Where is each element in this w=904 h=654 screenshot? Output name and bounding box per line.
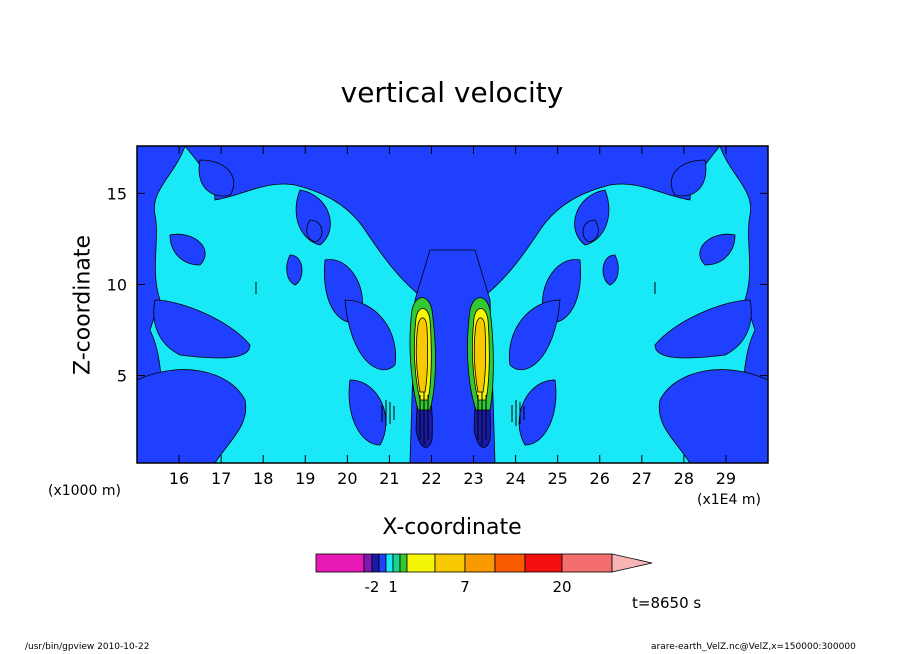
colorbar-tick-label: -2 (365, 578, 380, 596)
colorbar-segment (399, 553, 408, 573)
y-tick-label: 15 (107, 184, 127, 203)
colorbar: -2 1 7 20 (315, 553, 653, 596)
colorbar-tick-label: 7 (460, 578, 470, 596)
colorbar-segment (315, 553, 365, 573)
wave-stripes (255, 282, 656, 445)
colorbar-extension (611, 553, 653, 573)
colorbar-segment (363, 553, 373, 573)
footer-right: arare-earth_VelZ.nc@VelZ,x=150000:300000 (651, 642, 856, 652)
plot-frame (136, 145, 769, 464)
x-axis-ticks (178, 146, 727, 463)
x-tick-label: 23 (463, 469, 483, 488)
colorbar-segment (561, 553, 613, 573)
footer-left: /usr/bin/gpview 2010-10-22 (25, 642, 150, 652)
x-tick-label: 16 (169, 469, 189, 488)
x-unit-left: (x1000 m) (48, 483, 121, 499)
colorbar-segment (385, 553, 394, 573)
x-tick-label: 28 (674, 469, 694, 488)
x-tick-label: 19 (295, 469, 315, 488)
y-axis-ticks (137, 192, 768, 377)
x-tick-label: 20 (337, 469, 357, 488)
x-axis-label: X-coordinate (382, 515, 522, 540)
x-tick-label: 22 (421, 469, 441, 488)
colorbar-segment (406, 553, 436, 573)
colorbar-tick-label: 20 (552, 578, 571, 596)
x-tick-label: 24 (505, 469, 525, 488)
y-tick-label: 10 (107, 275, 127, 294)
time-label: t=8650 s (632, 594, 702, 612)
colorbar-segment (524, 553, 563, 573)
y-tick-label: 5 (117, 367, 127, 386)
x-tick-label: 17 (211, 469, 231, 488)
x-tick-label: 18 (253, 469, 273, 488)
x-tick-label: 26 (590, 469, 610, 488)
x-axis-tick-labels: 16 17 18 19 20 21 22 23 24 25 26 27 28 29 (169, 469, 736, 488)
colorbar-segment (434, 553, 466, 573)
x-unit-right: (x1E4 m) (697, 492, 761, 508)
colorbar-segment (464, 553, 496, 573)
chart-title: vertical velocity (340, 76, 564, 109)
x-tick-label: 21 (379, 469, 399, 488)
colorbar-tick-label: 1 (388, 578, 398, 596)
y-axis-label: Z-coordinate (70, 235, 96, 375)
colorbar-segment (371, 553, 380, 573)
colorbar-segment (392, 553, 401, 573)
positive-plumes (409, 297, 494, 411)
colorbar-segment (494, 553, 526, 573)
x-tick-label: 25 (547, 469, 567, 488)
colorbar-segment (378, 553, 387, 573)
y-axis-tick-labels: 5 10 15 (107, 184, 127, 385)
contour-field (137, 146, 768, 463)
x-tick-label: 27 (632, 469, 652, 488)
x-tick-label: 29 (716, 469, 736, 488)
